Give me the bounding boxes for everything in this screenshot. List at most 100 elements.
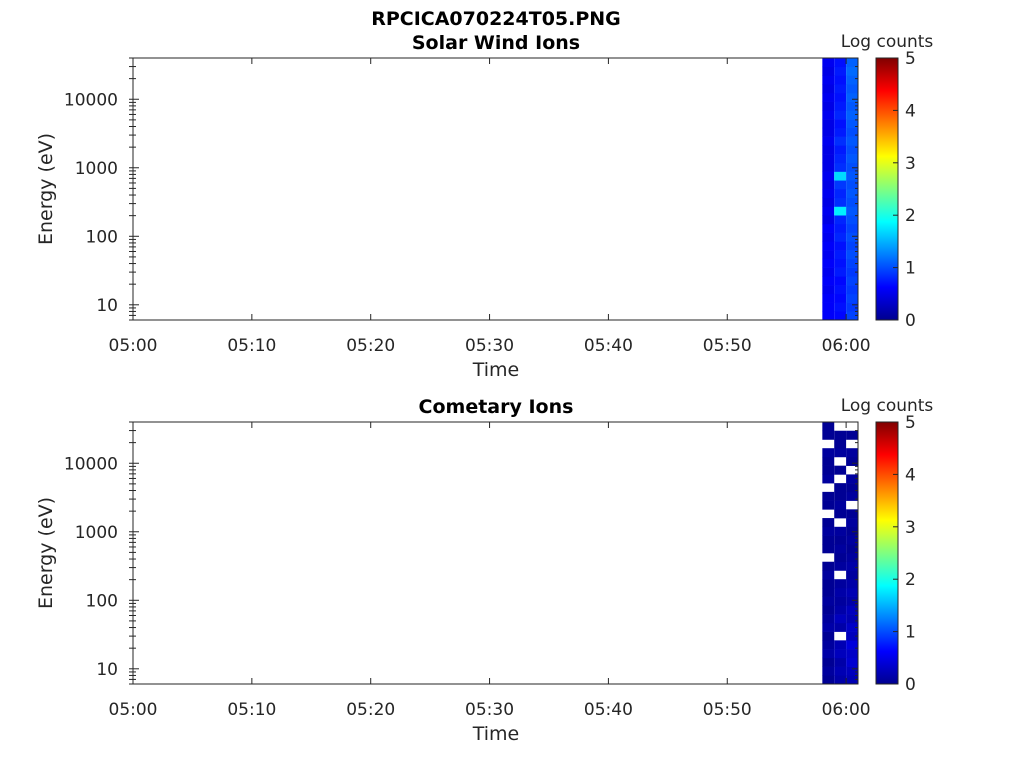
heatmap-cell: [822, 267, 835, 277]
heatmap-cell: [846, 110, 858, 120]
figure-title: RPCICA070224T05.PNG: [371, 8, 621, 30]
heatmap-cell: [822, 649, 835, 659]
heatmap-cell: [846, 509, 858, 519]
heatmap-cell: [822, 136, 835, 146]
heatmap-cell: [834, 500, 847, 510]
x-tick: 06:00: [822, 422, 871, 720]
heatmap-cell: [834, 154, 847, 164]
heatmap-cell: [846, 622, 858, 632]
colorbar-tick-label: 5: [905, 49, 916, 69]
x-axis: 05:00 05:10 05:20 05:30 05:40 05:50 06:00: [109, 58, 871, 356]
colorbar-tick-label: 1: [905, 623, 916, 643]
x-tick-label: 05:50: [703, 700, 752, 720]
heatmap-cell: [846, 456, 858, 466]
heatmap-cell: [834, 526, 847, 536]
heatmap-cell: [822, 596, 835, 606]
heatmap-cell: [846, 127, 858, 137]
heatmap-cell: [822, 101, 835, 111]
heatmap-cell: [846, 302, 858, 312]
panel-title: Cometary Ions: [419, 396, 574, 418]
heatmap-cell: [834, 448, 847, 458]
heatmap-cell: [834, 666, 847, 676]
heatmap-cell: [834, 250, 847, 260]
heatmap-cell: [834, 649, 847, 659]
heatmap-cell: [834, 180, 847, 190]
heatmap-cell: [822, 526, 835, 536]
heatmap-cell: [822, 223, 835, 233]
heatmap-cell: [846, 605, 858, 615]
heatmap-cell: [834, 622, 847, 632]
heatmap-cell: [846, 84, 858, 94]
heatmap-cell: [846, 119, 858, 129]
y-axis: 10 100 1000 10000: [64, 421, 858, 685]
heatmap-cell: [822, 631, 835, 641]
y-tick-label: 1000: [75, 159, 118, 179]
heatmap-cells: [822, 422, 858, 685]
heatmap-cell: [822, 66, 835, 76]
heatmap-cell: [834, 302, 847, 312]
x-tick-label: 05:30: [465, 700, 514, 720]
heatmap-cell: [834, 127, 847, 137]
heatmap-cell: [822, 302, 835, 312]
heatmap-cell: [834, 232, 847, 242]
y-axis-label: Energy (eV): [35, 133, 57, 245]
heatmap-cell: [822, 448, 835, 458]
heatmap-cell: [834, 145, 847, 155]
heatmap-cell: [822, 162, 835, 172]
heatmap-cell: [822, 127, 835, 137]
heatmap-cell: [846, 136, 858, 146]
x-tick-label: 06:00: [822, 700, 871, 720]
heatmap-cell: [822, 215, 835, 225]
x-tick-label: 05:30: [465, 336, 514, 356]
heatmap-cell: [822, 561, 835, 571]
x-tick: 05:10: [227, 422, 276, 720]
y-tick-label: 100: [86, 591, 118, 611]
heatmap-cell: [846, 197, 858, 207]
heatmap-cell: [822, 145, 835, 155]
heatmap-cell: [846, 561, 858, 571]
heatmap-cell: [834, 206, 847, 216]
heatmap-cell: [822, 640, 835, 650]
x-axis-label: Time: [472, 723, 520, 745]
heatmap-cell: [846, 171, 858, 181]
x-tick: 05:30: [465, 58, 514, 356]
heatmap-cell: [846, 483, 858, 493]
heatmap-cell: [822, 258, 835, 268]
heatmap-cell: [822, 535, 835, 545]
heatmap-cell: [834, 293, 847, 303]
heatmap-cell: [822, 570, 835, 580]
heatmap-cell: [846, 293, 858, 303]
x-tick-label: 05:10: [227, 336, 276, 356]
heatmap-cell: [834, 465, 847, 475]
heatmap-cell: [834, 285, 847, 295]
colorbar-label: Log counts: [841, 396, 934, 416]
heatmap-cell: [846, 448, 858, 458]
heatmap-cell: [846, 232, 858, 242]
x-tick: 06:00: [822, 58, 871, 356]
colorbar-tick-label: 0: [905, 311, 916, 331]
colorbar: [876, 58, 898, 320]
heatmap-cell: [846, 631, 858, 641]
heatmap-cell: [846, 553, 858, 563]
colorbar-label: Log counts: [841, 32, 934, 52]
x-tick: 05:50: [703, 422, 752, 720]
y-axis: 10 100 1000 10000: [64, 57, 858, 321]
colorbar-tick-label: 3: [905, 518, 916, 538]
heatmap-cell: [834, 579, 847, 589]
heatmap-cell: [822, 465, 835, 475]
heatmap-cell: [822, 250, 835, 260]
colorbar-tick-label: 4: [905, 465, 916, 485]
colorbar-ticks: 0 1 2 3 4 5: [875, 49, 916, 331]
heatmap-cell: [846, 66, 858, 76]
heatmap-cell: [846, 250, 858, 260]
heatmap-cell: [834, 596, 847, 606]
heatmap-cell: [834, 614, 847, 624]
colorbar-tick-label: 4: [905, 101, 916, 121]
heatmap-cell: [846, 596, 858, 606]
x-axis-label: Time: [472, 359, 520, 381]
x-axis: 05:00 05:10 05:20 05:30 05:40 05:50 06:00: [109, 422, 871, 720]
heatmap-cell: [846, 491, 858, 501]
heatmap-cell: [846, 154, 858, 164]
y-tick-label: 10: [96, 296, 118, 316]
heatmap-cell: [846, 649, 858, 659]
